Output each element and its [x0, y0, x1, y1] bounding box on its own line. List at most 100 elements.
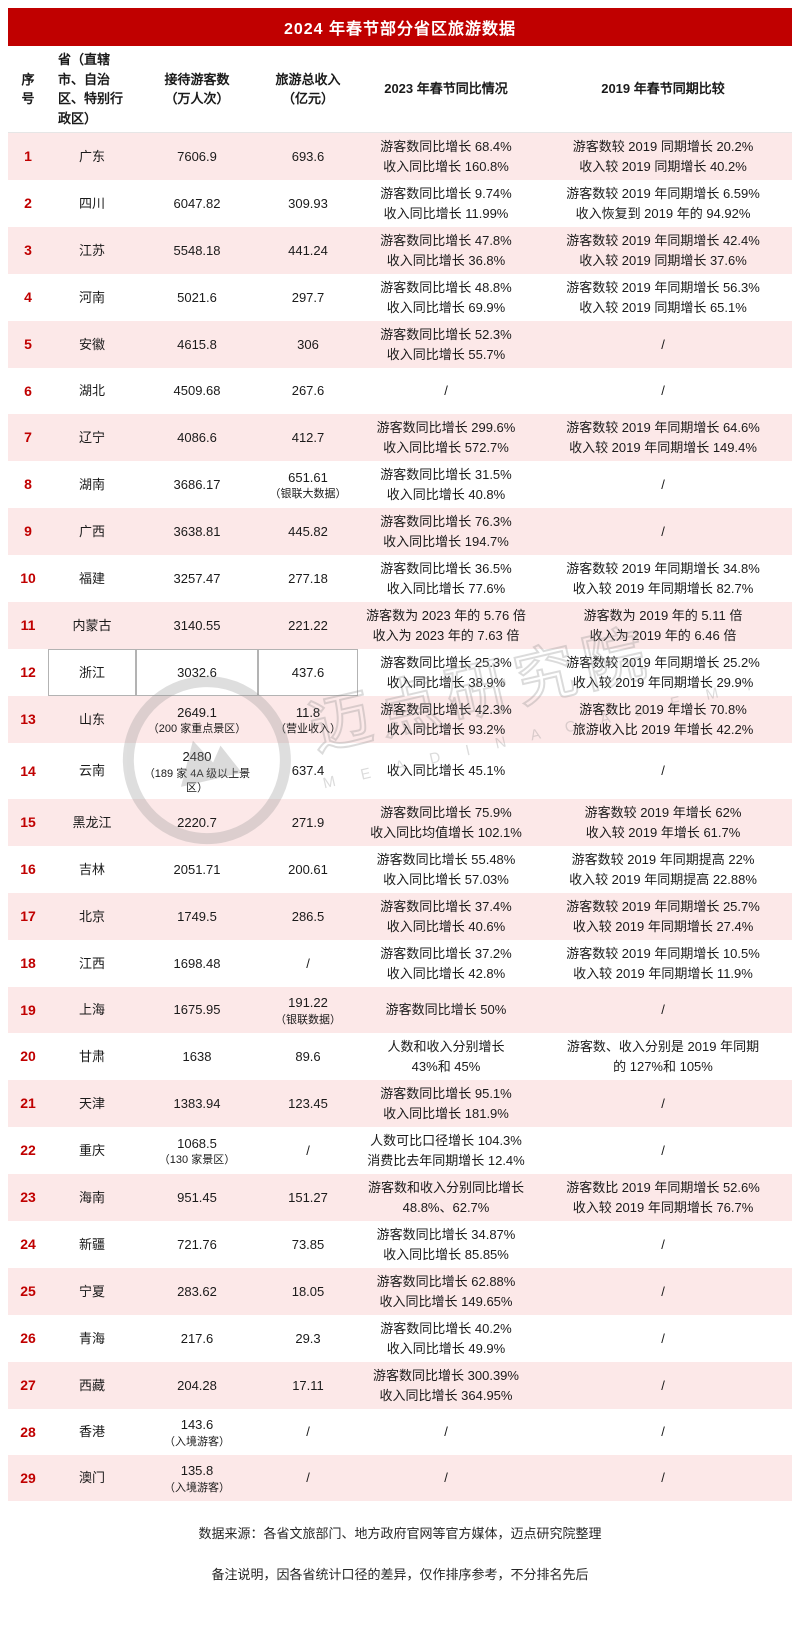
vs-2019-cell: 游客数较 2019 年同期增长 10.5% 收入较 2019 年同期增长 11.9… [534, 940, 792, 987]
visitors-cell: 4615.8 [136, 321, 258, 368]
vs-2019-line: 收入较 2019 年同期增长 29.9% [572, 674, 754, 690]
revenue-cell: 286.5 [258, 893, 358, 940]
province-name: 福建 [78, 570, 105, 586]
yoy-2023-line: 48.8%、62.7% [402, 1199, 490, 1215]
row-number: 4 [24, 289, 32, 305]
yoy-2023-line: 游客数同比增长 37.4% [380, 899, 512, 915]
visitors-value: 1638 [182, 1048, 212, 1064]
province-cell: 广西 [48, 508, 136, 555]
visitors-value: 5021.6 [177, 289, 217, 305]
yoy-2023-cell: 游客数和收入分别同比增长 48.8%、62.7% [358, 1174, 534, 1221]
header-province-label: 省（直辖市、自治区、特别行政区） [58, 52, 124, 126]
vs-2019-line: 游客数较 2019 年同期增长 6.59% [566, 186, 760, 201]
row-number-cell: 21 [8, 1080, 48, 1127]
yoy-2023-cell: 游客数为 2023 年的 5.76 倍收入为 2023 年的 7.63 倍 [358, 602, 534, 649]
row-number: 15 [20, 814, 36, 831]
vs-2019-cell: / [534, 1127, 792, 1174]
revenue-value: 267.6 [291, 383, 325, 399]
vs-2019-cell: / [534, 1221, 792, 1268]
table-row: 23 海南 951.45 151.27 游客数和收入分别同比增长 48.8%、62.7% 游… [8, 1174, 792, 1222]
yoy-2023-cell: 游客数同比增长 55.48% 收入同比增长 57.03% [358, 846, 534, 893]
visitors-value: 1383.94 [173, 1095, 221, 1111]
revenue-value: 309.93 [288, 195, 328, 211]
vs-2019-line: 游客数较 2019 年同期增长 56.3% [566, 280, 760, 295]
yoy-2023-cell: 收入同比增长 45.1% [358, 743, 534, 799]
province-name: 上海 [78, 1002, 105, 1018]
province-cell: 天津 [48, 1080, 136, 1127]
yoy-2023-line: 收入同比增长 149.65% [379, 1293, 513, 1309]
revenue-value: 637.4 [291, 763, 325, 779]
row-number-cell: 5 [8, 321, 48, 368]
yoy-2023-line: 游客数同比增长 42.3% [380, 702, 512, 717]
table-row: 8 湖南 3686.17 651.61 （银联大数据） 游客数同比增长 31.5% 收入同比… [8, 461, 792, 508]
yoy-2023-line: 游客数同比增长 300.39% [373, 1368, 519, 1384]
visitors-note: （189 家 4A 级以上景区） [143, 767, 251, 794]
row-number-cell: 23 [8, 1174, 48, 1221]
vs-2019-line: / [661, 383, 665, 399]
province-name: 天津 [78, 1095, 105, 1111]
revenue-cell: 123.45 [258, 1080, 358, 1127]
vs-2019-line: 游客数较 2019 年同期增长 34.8% [566, 561, 760, 576]
row-number-cell: 24 [8, 1221, 48, 1268]
province-cell: 海南 [48, 1174, 136, 1221]
yoy-2023-line: 游客数同比增长 31.5% [380, 467, 512, 482]
visitors-value: 1068.5 [177, 1135, 217, 1151]
visitors-value: 2480 [182, 749, 212, 764]
revenue-cell: 29.3 [258, 1315, 358, 1362]
revenue-cell: 277.18 [258, 555, 358, 602]
province-name: 湖南 [78, 476, 105, 492]
revenue-cell: 221.22 [258, 602, 358, 649]
row-number-cell: 4 [8, 274, 48, 321]
header-row-number: 序号 [8, 46, 48, 132]
visitors-value: 2220.7 [177, 814, 217, 830]
yoy-2023-line: / [444, 1470, 448, 1486]
row-number-cell: 2 [8, 180, 48, 227]
province-cell: 宁夏 [48, 1268, 136, 1315]
yoy-2023-line: 收入同比增长 85.85% [383, 1246, 509, 1262]
yoy-2023-cell: 游客数同比增长 31.5% 收入同比增长 40.8% [358, 461, 534, 508]
province-cell: 澳门 [48, 1455, 136, 1501]
province-name: 黑龙江 [72, 814, 112, 830]
revenue-value: 277.18 [288, 570, 328, 586]
yoy-2023-line: 收入同比增长 40.8% [386, 486, 506, 502]
yoy-2023-cell: / [358, 1455, 534, 1501]
revenue-note: （银联数据） [275, 1013, 341, 1026]
revenue-cell: / [258, 1455, 358, 1501]
visitors-cell: 1638 [136, 1033, 258, 1080]
province-name: 宁夏 [78, 1283, 105, 1299]
yoy-2023-line: 游客数同比增长 68.4% [380, 139, 512, 154]
vs-2019-line: / [661, 1236, 665, 1252]
vs-2019-cell: 游客数为 2019 年的 5.11 倍收入为 2019 年的 6.46 倍 [534, 602, 792, 649]
province-name: 甘肃 [78, 1048, 105, 1064]
province-cell: 香港 [48, 1409, 136, 1455]
province-name: 西藏 [78, 1377, 105, 1393]
province-name: 广东 [78, 148, 105, 164]
yoy-2023-line: 收入同比增长 40.6% [386, 918, 506, 934]
row-number-cell: 9 [8, 508, 48, 555]
province-name: 香港 [78, 1424, 105, 1440]
province-name: 湖北 [78, 383, 105, 399]
visitors-cell: 951.45 [136, 1174, 258, 1221]
visitors-value: 721.76 [177, 1236, 217, 1252]
revenue-cell: 651.61 （银联大数据） [258, 461, 358, 508]
yoy-2023-line: 游客数同比增长 37.2% [380, 946, 512, 962]
yoy-2023-line: / [444, 383, 448, 399]
revenue-cell: 18.05 [258, 1268, 358, 1315]
province-name: 重庆 [78, 1142, 105, 1158]
row-number-cell: 7 [8, 414, 48, 461]
vs-2019-cell: 游客数较 2019 年同期增长 42.4% 收入较 2019 同期增长 37.6% [534, 227, 792, 274]
visitors-value: 283.62 [177, 1283, 217, 1299]
yoy-2023-cell: 游客数同比增长 37.4% 收入同比增长 40.6% [358, 893, 534, 940]
vs-2019-line: 游客数较 2019 年同期增长 64.6% [566, 420, 760, 435]
province-name: 河南 [78, 289, 105, 305]
yoy-2023-line: 游客数同比增长 40.2% [380, 1321, 512, 1337]
visitors-cell: 5548.18 [136, 227, 258, 274]
vs-2019-line: 的 127%和 105% [613, 1058, 713, 1074]
vs-2019-line: 收入较 2019 年同期增长 27.4% [572, 918, 754, 934]
yoy-2023-cell: 游客数同比增长 299.6% 收入同比增长 572.7% [358, 414, 534, 461]
yoy-2023-line: 收入同比增长 77.6% [386, 580, 506, 596]
vs-2019-cell: / [534, 1080, 792, 1127]
visitors-cell: 143.6 （入境游客） [136, 1409, 258, 1455]
row-number-cell: 29 [8, 1455, 48, 1501]
revenue-cell: 445.82 [258, 508, 358, 555]
